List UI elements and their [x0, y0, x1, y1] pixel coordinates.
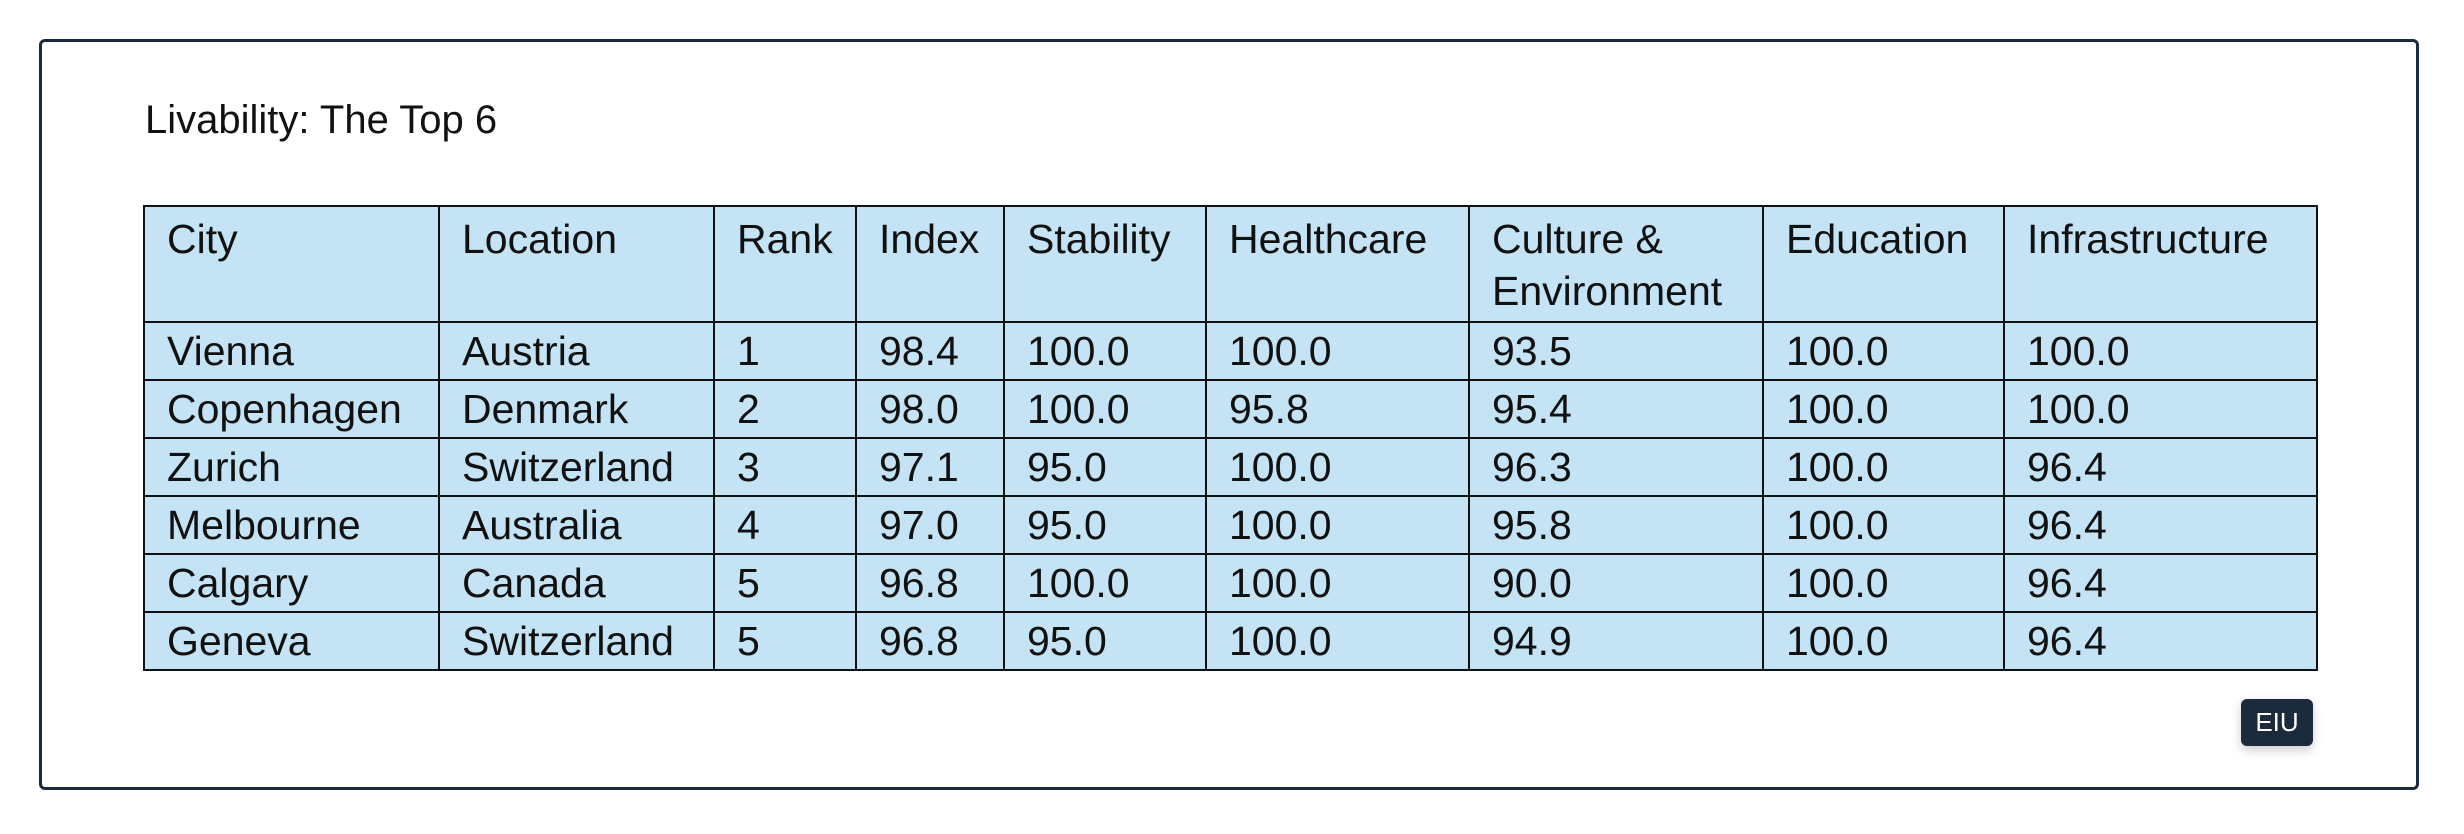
table-cell: 100.0 [1205, 611, 1470, 671]
table-cell: 97.0 [855, 495, 1005, 555]
table-cell: 98.4 [855, 321, 1005, 381]
table-cell: 97.1 [855, 437, 1005, 497]
table-cell: 95.0 [1003, 495, 1207, 555]
table-cell: 5 [713, 553, 857, 613]
table-row: Calgary Canada 5 96.8 100.0 100.0 90.0 100.0 96.… [143, 553, 2318, 613]
table-cell: Geneva [143, 611, 440, 671]
table-row: Zurich Switzerland 3 97.1 95.0 100.0 96.3 100.0… [143, 437, 2318, 497]
column-header: Culture & Environment [1468, 205, 1764, 323]
table-cell: 100.0 [2003, 379, 2318, 439]
table-cell: Calgary [143, 553, 440, 613]
table-cell: 96.4 [2003, 437, 2318, 497]
table-cell: Switzerland [438, 437, 715, 497]
column-header: Healthcare [1205, 205, 1470, 323]
table-cell: 100.0 [1762, 379, 2005, 439]
title: Livability: The Top 6 [145, 98, 498, 142]
table-cell: 100.0 [1762, 553, 2005, 613]
table-cell: 4 [713, 495, 857, 555]
table-cell: 93.5 [1468, 321, 1764, 381]
table-cell: 96.8 [855, 553, 1005, 613]
source-badge: EIU [2241, 699, 2313, 746]
table-cell: 100.0 [1205, 495, 1470, 555]
table-cell: 100.0 [1003, 321, 1207, 381]
column-header: Index [855, 205, 1005, 323]
table-cell: 100.0 [1003, 553, 1207, 613]
table-cell: 100.0 [1205, 437, 1470, 497]
table-cell: Australia [438, 495, 715, 555]
table-cell: 95.0 [1003, 611, 1207, 671]
table-cell: 100.0 [1762, 321, 2005, 381]
header-row: City Location Rank Index Stability Healthcare… [143, 205, 2318, 323]
table-cell: 100.0 [1205, 321, 1470, 381]
column-header: Education [1762, 205, 2005, 323]
table-cell: 100.0 [1205, 553, 1470, 613]
table-cell: 95.8 [1205, 379, 1470, 439]
table-cell: 3 [713, 437, 857, 497]
table-cell: 95.8 [1468, 495, 1764, 555]
table-cell: 100.0 [2003, 321, 2318, 381]
table-cell: 98.0 [855, 379, 1005, 439]
column-header: Rank [713, 205, 857, 323]
table-cell: Austria [438, 321, 715, 381]
table-body: Vienna Austria 1 98.4 100.0 100.0 93.5 100.0 100… [143, 321, 2318, 671]
table-cell: Vienna [143, 321, 440, 381]
table-cell: 96.4 [2003, 611, 2318, 671]
table-cell: Zurich [143, 437, 440, 497]
livability-table: City Location Rank Index Stability Healthcare… [143, 205, 2318, 671]
table-cell: 100.0 [1762, 495, 2005, 555]
table-cell: 94.9 [1468, 611, 1764, 671]
card [39, 39, 2419, 790]
table-cell: 100.0 [1003, 379, 1207, 439]
table-cell: 100.0 [1762, 611, 2005, 671]
table-cell: 96.8 [855, 611, 1005, 671]
table-cell: 95.4 [1468, 379, 1764, 439]
table-cell: 96.4 [2003, 553, 2318, 613]
column-header: Stability [1003, 205, 1207, 323]
table-cell: Switzerland [438, 611, 715, 671]
column-header: City [143, 205, 440, 323]
table-row: Geneva Switzerland 5 96.8 95.0 100.0 94.9 100.0… [143, 611, 2318, 671]
table-cell: Denmark [438, 379, 715, 439]
table-cell: Canada [438, 553, 715, 613]
table-header: City Location Rank Index Stability Healthcare… [143, 205, 2318, 323]
table-cell: Melbourne [143, 495, 440, 555]
table-cell: Copenhagen [143, 379, 440, 439]
table-row: Copenhagen Denmark 2 98.0 100.0 95.8 95.4 100.0… [143, 379, 2318, 439]
column-header: Location [438, 205, 715, 323]
table-cell: 90.0 [1468, 553, 1764, 613]
column-header: Infrastructure [2003, 205, 2318, 323]
table-row: Melbourne Australia 4 97.0 95.0 100.0 95.8 100.… [143, 495, 2318, 555]
table-cell: 96.3 [1468, 437, 1764, 497]
table-cell: 95.0 [1003, 437, 1207, 497]
table-cell: 1 [713, 321, 857, 381]
table-cell: 100.0 [1762, 437, 2005, 497]
table-cell: 96.4 [2003, 495, 2318, 555]
table-cell: 5 [713, 611, 857, 671]
table-row: Vienna Austria 1 98.4 100.0 100.0 93.5 100.0 100… [143, 321, 2318, 381]
table-cell: 2 [713, 379, 857, 439]
